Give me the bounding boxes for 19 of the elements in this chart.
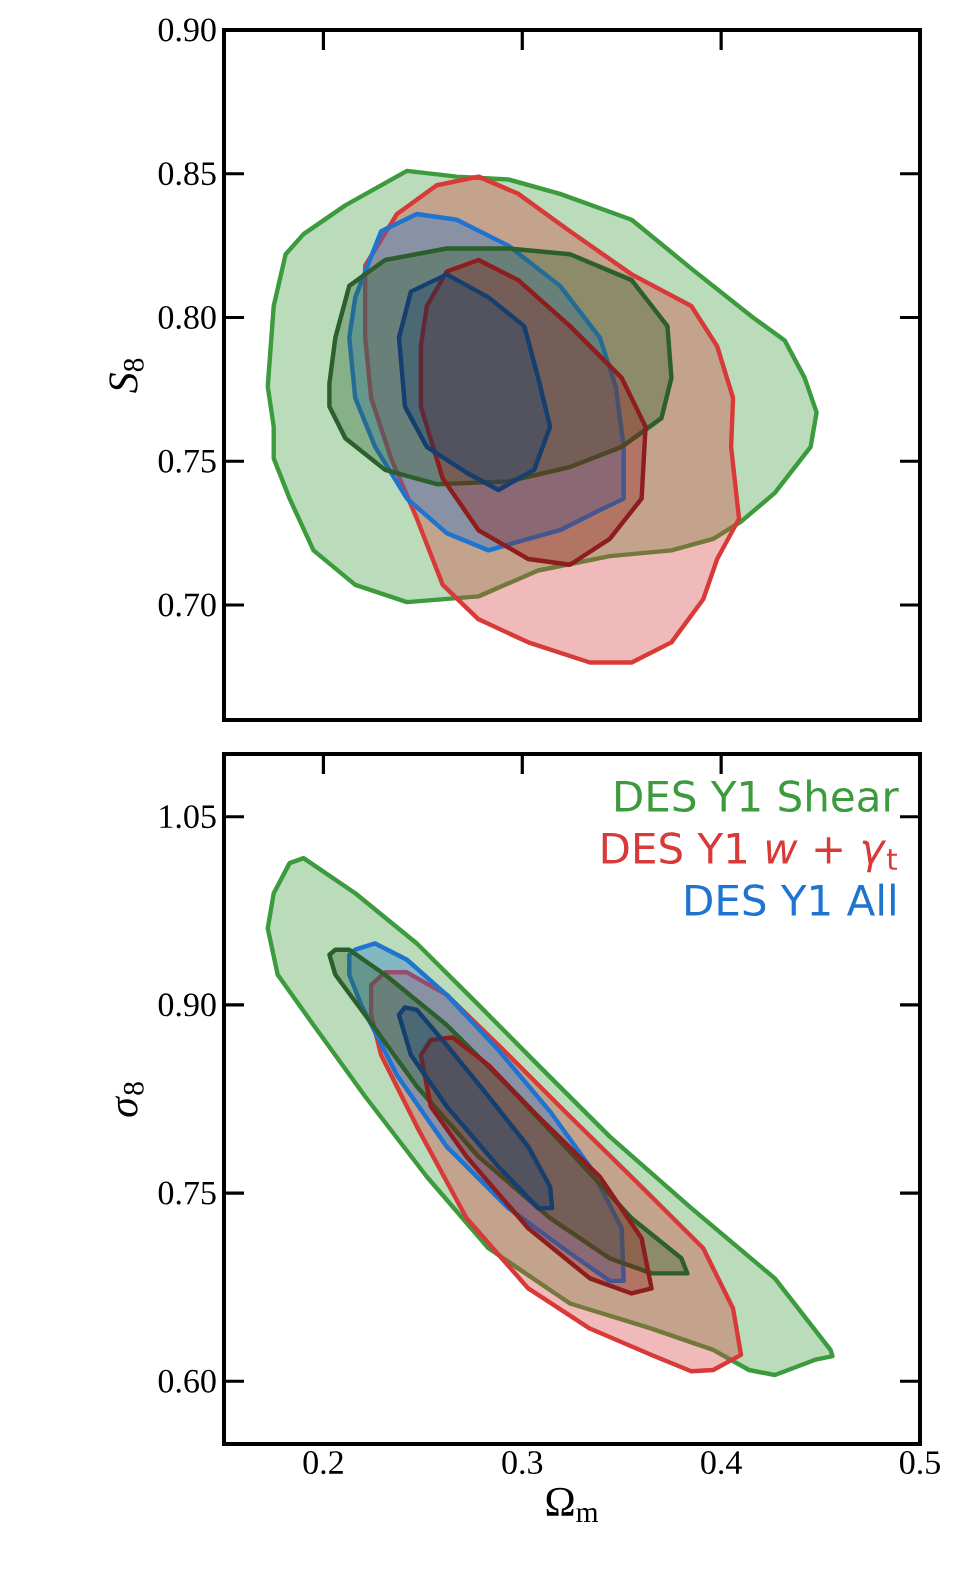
y-tick-label: 0.70: [158, 593, 216, 617]
y-tick-label: 0.90: [158, 993, 216, 1017]
y-tick-label: 0.90: [158, 18, 216, 42]
y-tick-label: 0.75: [158, 449, 216, 473]
text: DES Y1 w + γ$_{t}$: [602, 832, 898, 873]
text: DES Y1 Shear: [616, 779, 899, 813]
y-tick-label: 0.80: [158, 305, 216, 330]
y-tick-label: 0.60: [158, 1369, 216, 1393]
text: DES Y1 All: [686, 883, 895, 917]
x-tick-label: 0.4: [701, 1451, 742, 1475]
x-axis-title: Ω$_{m}$: [546, 1487, 599, 1522]
y-axis-title: σ$_{8}$: [115, 1082, 144, 1117]
x-tick-label: 0.5: [900, 1451, 940, 1475]
x-tick-label: 0.3: [502, 1451, 543, 1475]
y-axis-title: S$_{8}$: [109, 358, 144, 393]
y-tick-label: 0.75: [158, 1181, 216, 1205]
y-tick-label: 0.85: [158, 162, 216, 186]
y-tick-label: 1.05: [160, 805, 216, 829]
x-tick-label: 0.2: [303, 1451, 343, 1475]
